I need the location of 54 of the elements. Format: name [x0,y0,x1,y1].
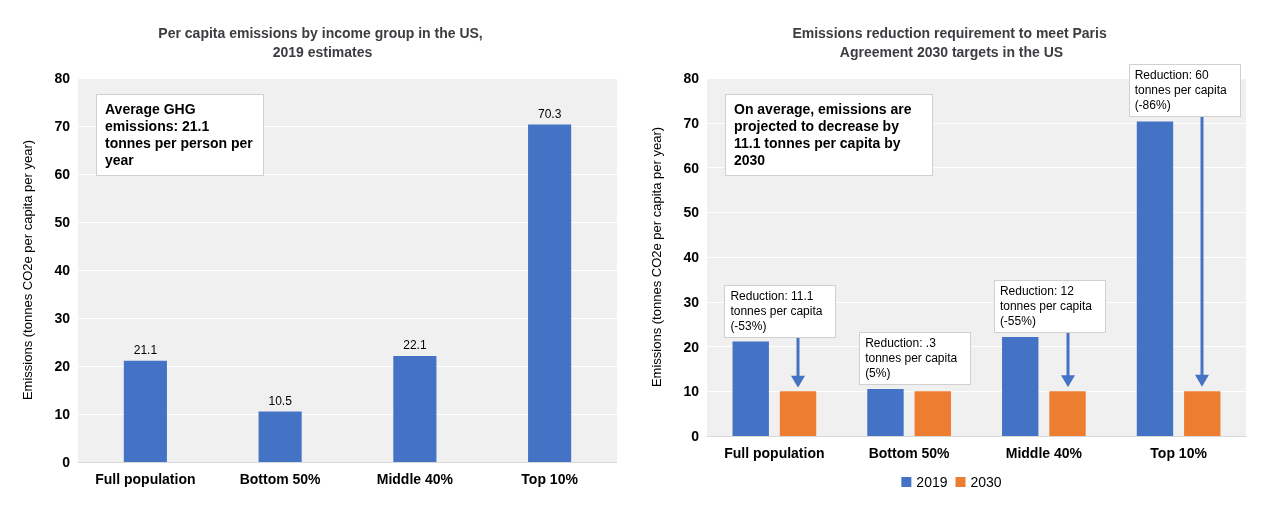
data-label: 22.1 [403,337,427,352]
y-axis-title: Emissions (tonnes CO2e per capita per year) [649,126,664,388]
data-label: 10.5 [268,393,293,408]
x-tick-label: Middle 40% [1005,445,1083,461]
bar [258,411,302,462]
x-tick-label: Top 10% [521,471,579,487]
x-tick-label: Full population [95,471,196,487]
annotation: Reduction: 11.1 tonnes per capita (-53%) [724,284,837,338]
y-tick-label: 30 [683,293,700,310]
y-tick-label: 10 [54,406,71,422]
chart-title: Per capita emissions by income group in the US, 2019 estimates [158,24,487,60]
bar [1049,391,1086,436]
data-label: 70.3 [537,106,562,121]
bar [867,389,904,436]
bar [779,391,817,436]
y-tick-label: 70 [683,114,700,131]
x-tick-label: Top 10% [1150,445,1208,461]
bar [528,124,572,462]
bar [393,355,437,462]
y-tick-label: 60 [54,166,71,182]
y-tick-label: 50 [683,204,700,221]
y-tick-label: 0 [691,428,700,444]
y-tick-label: 40 [683,249,700,265]
bar [1002,337,1039,436]
annotation: On average, emissions are projected to decrease by 11.1 tonnes per capita by 2030 [725,94,933,176]
y-tick-label: 60 [683,159,700,176]
bar [1136,121,1174,436]
y-tick-label: 80 [683,70,700,86]
x-tick-label: Full population [724,445,825,461]
y-tick-label: 20 [683,338,700,355]
chart-title: Emissions reduction requirement to meet Paris Agreement 2030 targets in the US [792,24,1111,60]
bar [914,391,951,436]
annotation: Reduction: .3 tonnes per capita (5%) [859,332,972,386]
legend-label: 2019 [916,474,948,490]
y-tick-label: 40 [54,262,71,278]
annotation: Reduction: 60 tonnes per capita (-86%) [1128,64,1241,118]
annotation: Reduction: 12 tonnes per capita (-55%) [993,280,1106,334]
y-tick-label: 80 [54,70,71,86]
data-label: 21.1 [133,342,158,357]
y-tick-label: 30 [54,310,71,326]
y-axis-title: Emissions (tonnes CO2e per capita per year) [20,139,35,401]
legend-label: 2030 [970,474,1002,490]
y-tick-label: 70 [54,118,71,134]
x-tick-label: Bottom 50% [868,445,951,461]
y-tick-label: 50 [54,214,71,230]
bar [1184,391,1221,436]
annotation: Average GHG emissions: 21.1 tonnes per person per year [96,94,264,176]
x-tick-label: Middle 40% [376,471,454,487]
y-tick-label: 10 [683,383,700,400]
y-tick-label: 20 [54,358,71,374]
bar [732,341,769,436]
bar [123,360,167,462]
x-tick-label: Bottom 50% [239,471,322,487]
y-tick-label: 0 [62,454,71,470]
